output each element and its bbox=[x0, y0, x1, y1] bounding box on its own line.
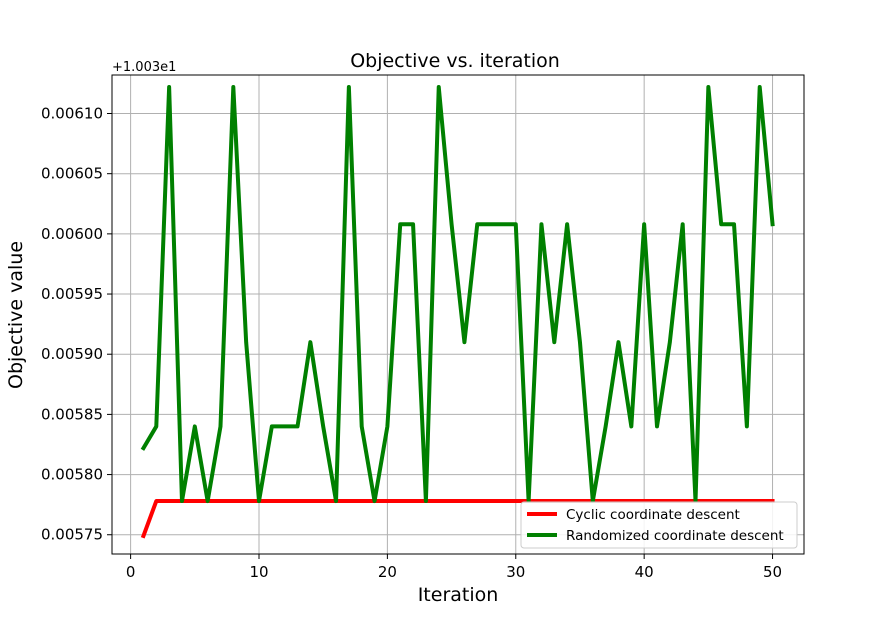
legend-label-cyclic: Cyclic coordinate descent bbox=[566, 507, 740, 523]
y-tick-label: 0.00595 bbox=[41, 285, 103, 303]
legend-box bbox=[520, 501, 798, 549]
y-tick-label: 0.00575 bbox=[41, 526, 103, 544]
y-tick-label: 0.00590 bbox=[41, 345, 103, 363]
y-offset-label: +1.003e1 bbox=[112, 60, 176, 75]
y-tick-label: 0.00610 bbox=[41, 105, 103, 123]
y-tick-label: 0.00585 bbox=[41, 405, 103, 423]
y-tick-label: 0.00580 bbox=[41, 466, 103, 484]
y-tick-label: 0.00600 bbox=[41, 225, 103, 243]
x-tick-label: 0 bbox=[126, 563, 136, 581]
x-tick-label: 20 bbox=[378, 563, 397, 581]
legend-label-randomized: Randomized coordinate descent bbox=[566, 528, 784, 544]
plot-frame bbox=[111, 74, 805, 555]
axis-ticks: 0 10 20 30 40 50 0.00575 0.00580 0.00585 0.00590 0… bbox=[41, 105, 782, 581]
randomized-series-line bbox=[140, 85, 775, 504]
x-tick-label: 10 bbox=[249, 563, 268, 581]
x-tick-label: 40 bbox=[635, 563, 654, 581]
x-tick-label: 30 bbox=[506, 563, 525, 581]
x-tick-label: 50 bbox=[763, 563, 782, 581]
chart-title: Objective vs. iteration bbox=[350, 50, 560, 72]
x-axis-title: Iteration bbox=[418, 584, 499, 606]
legend: Cyclic coordinate descent Randomized coo… bbox=[520, 501, 798, 549]
y-tick-label: 0.00605 bbox=[41, 165, 103, 183]
cyclic-series-line bbox=[140, 499, 775, 539]
y-axis-title: Objective value bbox=[5, 241, 27, 389]
series-lines bbox=[140, 85, 775, 539]
